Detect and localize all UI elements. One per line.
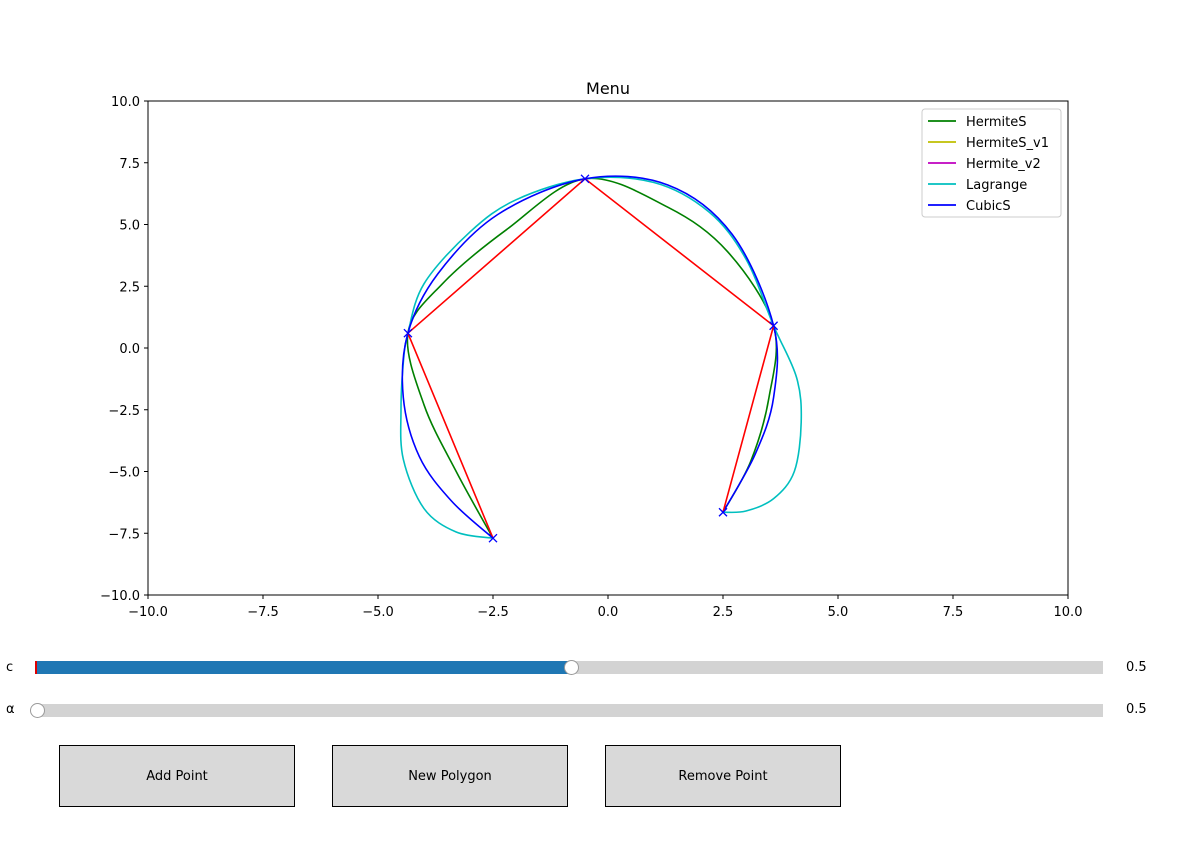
new-polygon-button[interactable]: New Polygon [332,745,568,807]
x-tick-label: −10.0 [128,605,168,620]
slider-c-initial-marker [35,661,37,674]
control-point-marker[interactable] [403,328,413,338]
y-tick-label: −7.5 [108,527,140,542]
x-tick-label: 10.0 [1054,605,1083,620]
slider-alpha-handle[interactable] [30,703,45,718]
slider-c-label: c [6,660,14,675]
x-tick-label: −7.5 [247,605,279,620]
x-tick-label: 7.5 [943,605,964,620]
y-tick-label: 0.0 [119,342,140,357]
slider-alpha-label: α [6,702,15,717]
slider-c-handle[interactable] [563,660,579,675]
y-tick-label: 7.5 [119,157,140,172]
x-tick-label: 2.5 [713,605,734,620]
add-point-button[interactable]: Add Point [59,745,295,807]
legend-label: HermiteS [966,115,1027,130]
slider-c-value: 0.5 [1126,660,1147,675]
x-tick-label: 0.0 [598,605,619,620]
remove-point-button[interactable]: Remove Point [605,745,841,807]
slider-alpha[interactable] [30,703,1103,718]
control-point-marker[interactable] [769,321,779,331]
slider-c-fill [36,661,570,674]
y-tick-label: −10.0 [100,589,140,604]
slider-c[interactable] [35,660,1103,675]
plot-canvas[interactable]: Menu −10.0 −7.5 −5.0 −2.5 0.0 2.5 5.0 7.5 10.0 −1… [0,0,1186,640]
new-polygon-label: New Polygon [408,768,492,784]
curve-lagrange [399,176,803,539]
y-tick-label: −2.5 [108,404,140,419]
y-tick-label: 5.0 [119,219,140,234]
legend-label: Hermite_v2 [966,157,1041,172]
slider-alpha-value: 0.5 [1126,702,1147,717]
y-tick-label: 2.5 [119,280,140,295]
legend-frame [921,108,1062,218]
legend-label: Lagrange [966,178,1027,193]
x-tick-label: 5.0 [828,605,849,620]
y-tick-label: 10.0 [111,95,140,110]
control-point-marker[interactable] [580,174,590,184]
y-tick-label: −5.0 [108,466,140,481]
control-point-marker[interactable] [488,533,498,543]
chart-title: Menu [586,79,630,98]
remove-point-label: Remove Point [678,768,768,784]
x-tick-label: −5.0 [362,605,394,620]
curve-cubics [401,175,779,539]
legend-label: HermiteS_v1 [966,136,1049,151]
control-point-marker[interactable] [718,507,728,517]
x-tick-label: −2.5 [477,605,509,620]
add-point-label: Add Point [146,768,208,784]
curve-hermites [406,177,778,539]
legend: HermiteS HermiteS_v1 Hermite_v2 Lagrange Cub… [921,108,1062,218]
legend-label: CubicS [966,199,1011,214]
